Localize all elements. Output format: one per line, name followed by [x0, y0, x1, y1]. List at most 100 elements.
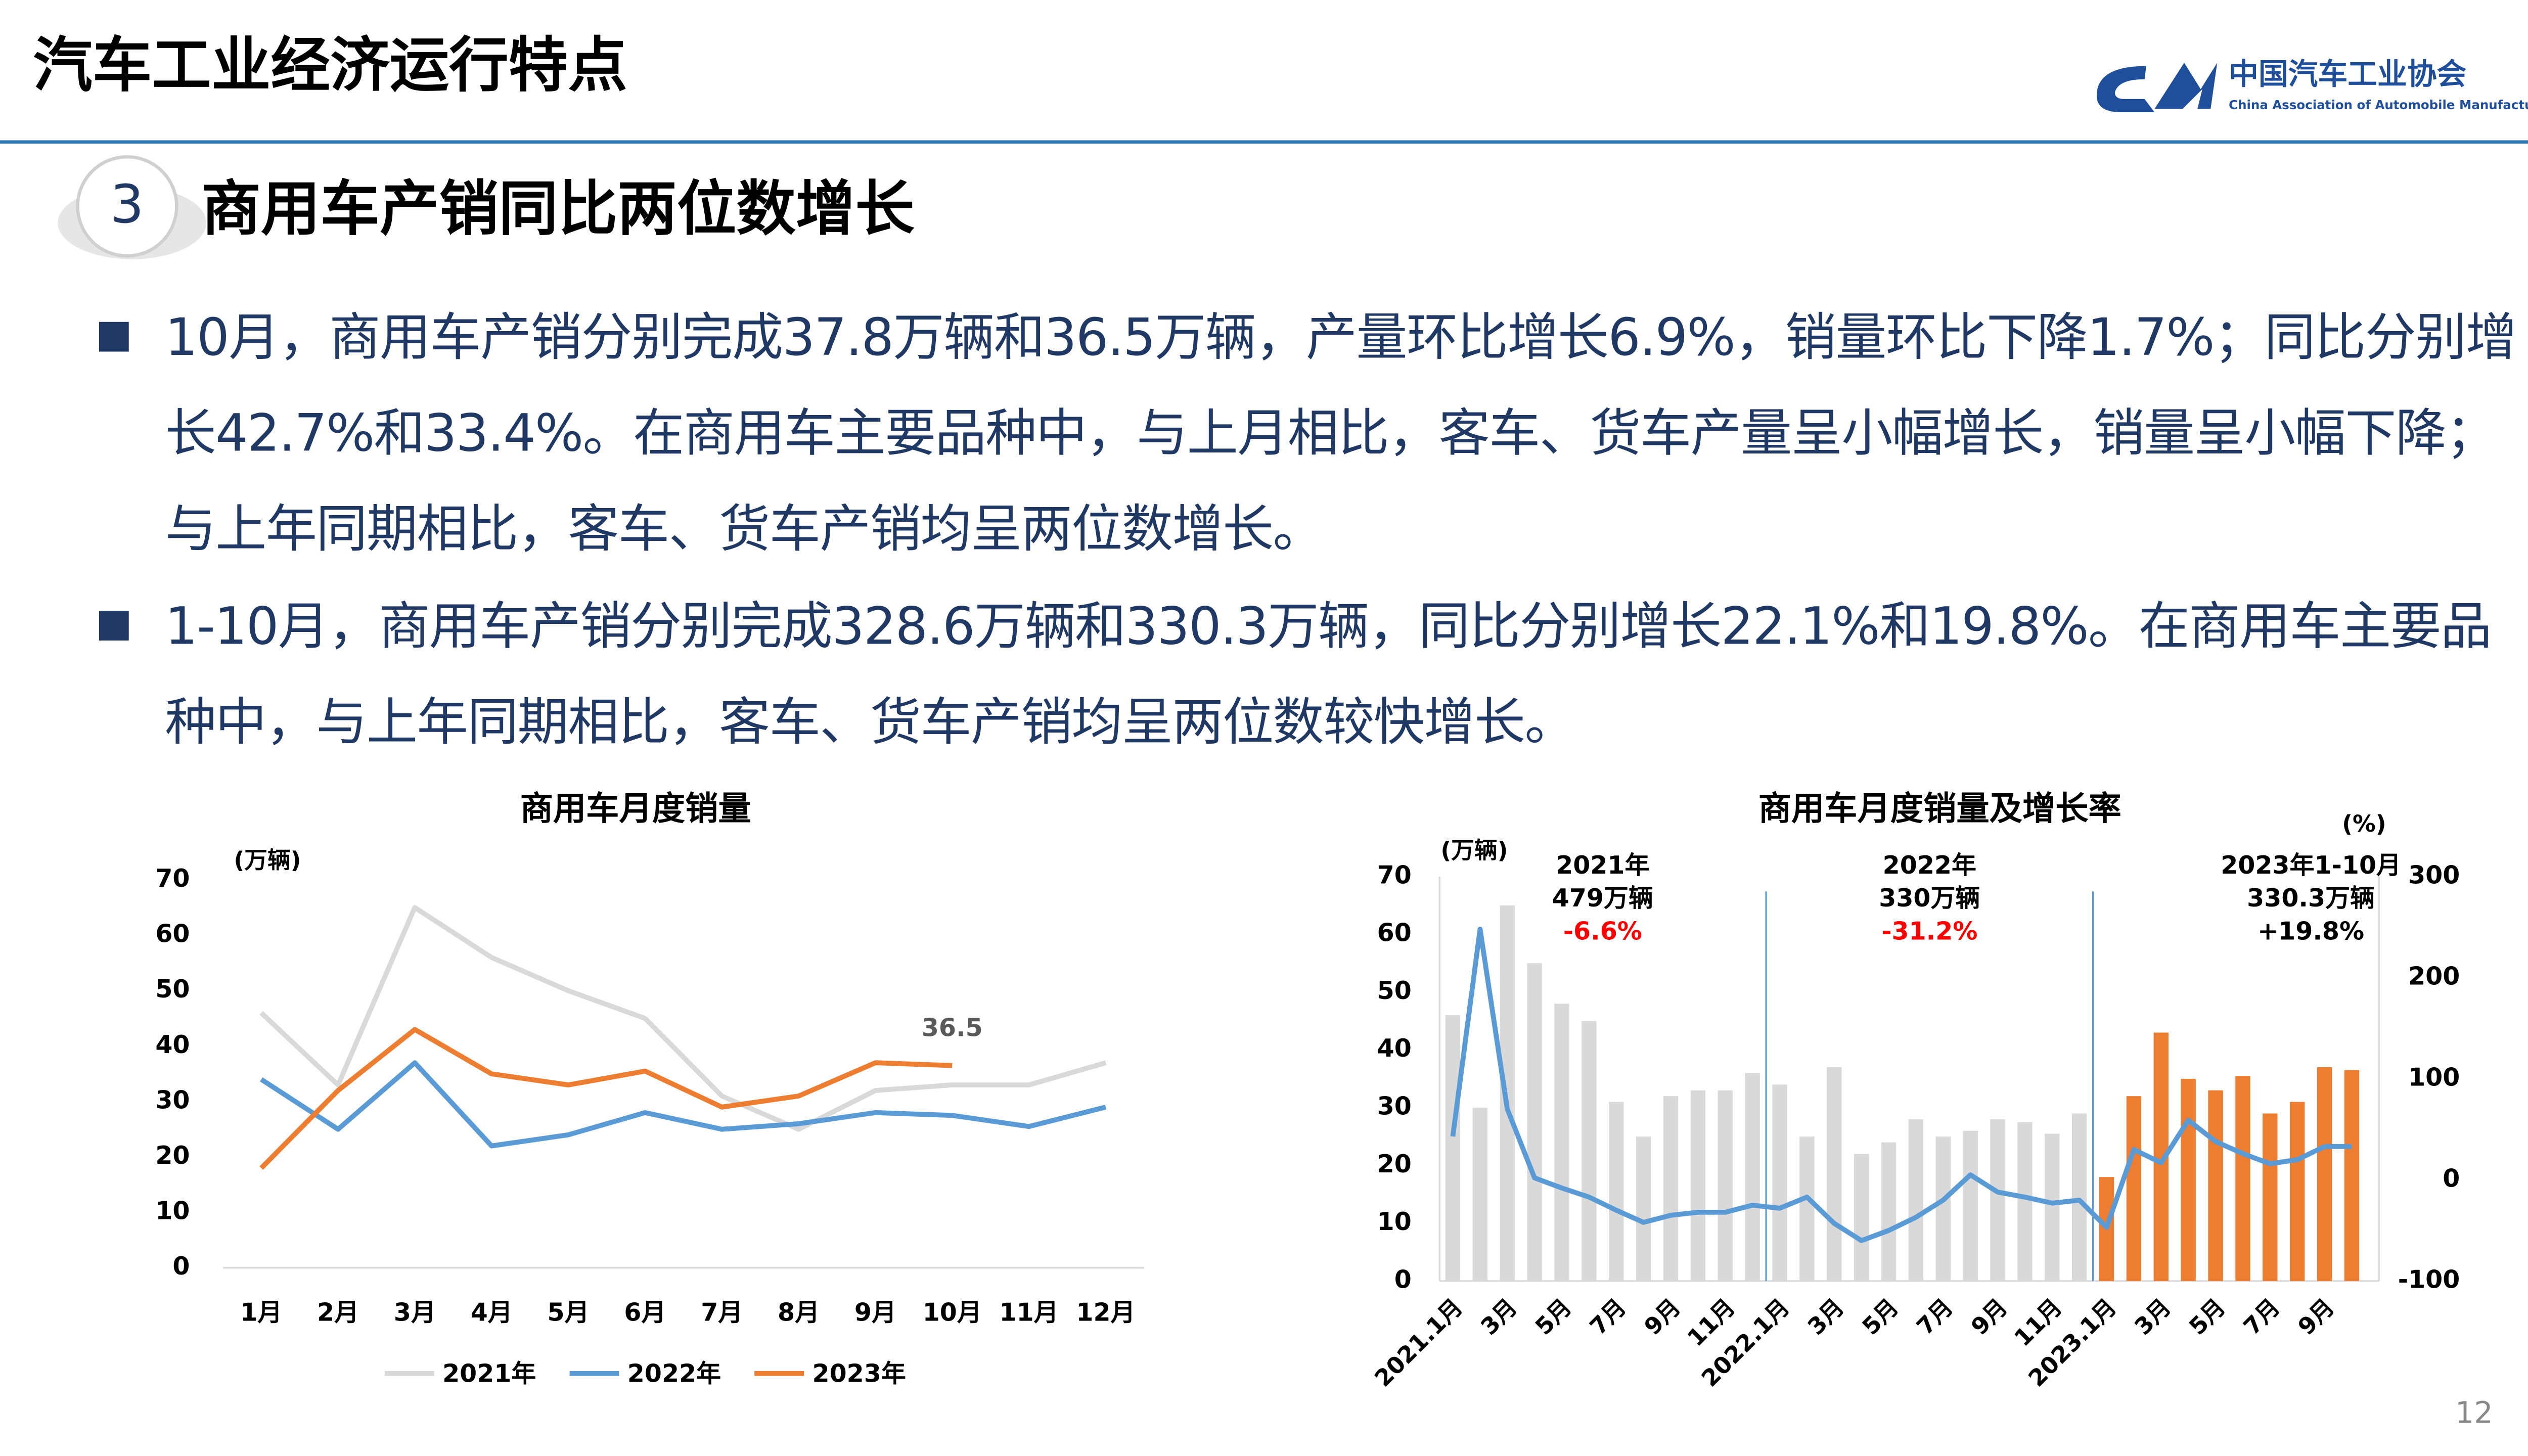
bar: [2017, 1122, 2033, 1281]
x-tick-label: 7月: [1585, 1294, 1631, 1340]
x-tick-label: 5月: [548, 1298, 590, 1327]
y-tick-label: 50: [1377, 976, 1412, 1005]
bullet-text: 1-10月，商用车产销分别完成328.6万辆和330.3万辆，同比分别增长22.…: [165, 598, 2492, 753]
x-tick-label: 4月: [471, 1298, 513, 1327]
y-tick-label: 40: [155, 1030, 190, 1059]
legend-label: 2022年: [627, 1359, 721, 1388]
bar: [1799, 1136, 1815, 1281]
annotation-year: 2022年: [1883, 851, 1976, 880]
logo-cn: 中国汽车工业协会: [2229, 56, 2466, 91]
y2-tick-label: 300: [2408, 860, 2460, 889]
y2-axis-label: (%): [2342, 810, 2386, 837]
x-tick-label: 3月: [1476, 1294, 1522, 1340]
x-tick-label: 3月: [2130, 1294, 2176, 1340]
x-tick-label: 1月: [240, 1298, 282, 1327]
x-tick-label: 9月: [1966, 1294, 2012, 1340]
legend-label: 2021年: [442, 1359, 536, 1388]
bar: [1527, 963, 1542, 1281]
y-tick-label: 60: [155, 920, 190, 948]
bar: [1690, 1090, 1706, 1281]
bar: [2317, 1067, 2332, 1281]
y-tick-label: 70: [1377, 860, 1412, 889]
y-tick-label: 70: [155, 864, 190, 893]
y-axis-label: (万辆): [1440, 837, 1508, 863]
x-tick-label: 9月: [1639, 1294, 1686, 1340]
bar: [1935, 1136, 1951, 1281]
annotation-year: 2021年: [1556, 851, 1649, 880]
bar: [1827, 1067, 1842, 1281]
x-tick-label: 5月: [1857, 1294, 1904, 1340]
y2-tick-label: 0: [2443, 1164, 2460, 1193]
x-tick-label: 5月: [2184, 1294, 2230, 1340]
y-tick-label: 50: [155, 975, 190, 1004]
y-tick-label: 0: [172, 1252, 190, 1281]
x-tick-label: 9月: [2293, 1294, 2339, 1340]
line-series: [1450, 926, 2352, 1243]
y-tick-label: 40: [1377, 1034, 1412, 1063]
y-tick-label: 0: [1394, 1265, 1412, 1294]
section-heading: 商用车产销同比两位数增长: [201, 174, 915, 243]
x-tick-label: 3月: [1802, 1294, 1849, 1340]
x-tick-label: 9月: [854, 1298, 896, 1327]
logo-en: China Association of Automobile Manufact…: [2229, 98, 2528, 112]
bar: [2263, 1113, 2278, 1281]
x-tick-label: 7月: [701, 1298, 743, 1327]
bar: [2071, 1113, 2087, 1281]
annotation-change: -31.2%: [1881, 917, 1977, 945]
line-series: [259, 1027, 953, 1170]
value-label: 36.5: [922, 1013, 983, 1042]
chart-title: 商用车月度销量及增长率: [1758, 789, 2121, 828]
x-tick-label: 5月: [1530, 1294, 1576, 1340]
bullet-marker: [99, 322, 129, 352]
bar: [2045, 1133, 2060, 1281]
x-tick-label: 6月: [624, 1298, 666, 1327]
x-tick-label: 12月: [1076, 1298, 1135, 1327]
y-tick-label: 60: [1377, 919, 1412, 947]
chart-title: 商用车月度销量: [520, 789, 751, 828]
section-number: 3: [110, 173, 144, 235]
bar: [1745, 1073, 1760, 1281]
x-tick-label: 7月: [1912, 1294, 1958, 1340]
bullet-marker: [99, 611, 129, 641]
legend-label: 2023年: [812, 1359, 906, 1388]
bar: [1772, 1084, 1787, 1281]
bar: [1554, 1004, 1569, 1281]
bar: [1854, 1154, 1869, 1281]
y-axis-label: (万辆): [234, 847, 301, 874]
y-tick-label: 30: [155, 1085, 190, 1114]
annotation-change: +19.8%: [2258, 917, 2364, 945]
bar: [1582, 1021, 1597, 1281]
bar: [2126, 1096, 2142, 1281]
y-tick-label: 20: [155, 1141, 190, 1170]
bullet-text: 10月，商用车产销分别完成37.8万辆和36.5万辆，产量环比增长6.9%，销量…: [165, 308, 2517, 560]
annotation-year: 2023年1-10月: [2221, 851, 2401, 880]
line-series: [259, 905, 1107, 1132]
y-tick-label: 30: [1377, 1092, 1412, 1121]
bar: [1990, 1119, 2005, 1281]
y-tick-label: 20: [1377, 1150, 1412, 1178]
y-tick-label: 10: [1377, 1207, 1412, 1236]
x-tick-label: 2月: [317, 1298, 359, 1327]
x-tick-label: 8月: [778, 1298, 820, 1327]
bar: [1472, 1108, 1488, 1281]
bar: [1609, 1102, 1624, 1281]
annotation-total: 479万辆: [1552, 884, 1653, 913]
y2-tick-label: 100: [2408, 1063, 2460, 1091]
bar: [1718, 1090, 1733, 1281]
section-badge: [76, 155, 178, 258]
x-tick-label: 3月: [394, 1298, 436, 1327]
bar: [1881, 1142, 1897, 1281]
bar: [1445, 1015, 1461, 1281]
bar: [2289, 1102, 2305, 1281]
logo-mark: [2096, 63, 2218, 113]
annotation-change: -6.6%: [1563, 917, 1642, 945]
bar: [1663, 1096, 1679, 1281]
x-tick-label: 10月: [923, 1298, 982, 1327]
y2-tick-label: -100: [2398, 1265, 2460, 1294]
bar: [2181, 1078, 2196, 1281]
line-series: [260, 1060, 1107, 1149]
x-tick-label: 11月: [1000, 1298, 1059, 1327]
bar: [2208, 1090, 2223, 1281]
x-tick-label: 7月: [2238, 1294, 2285, 1340]
